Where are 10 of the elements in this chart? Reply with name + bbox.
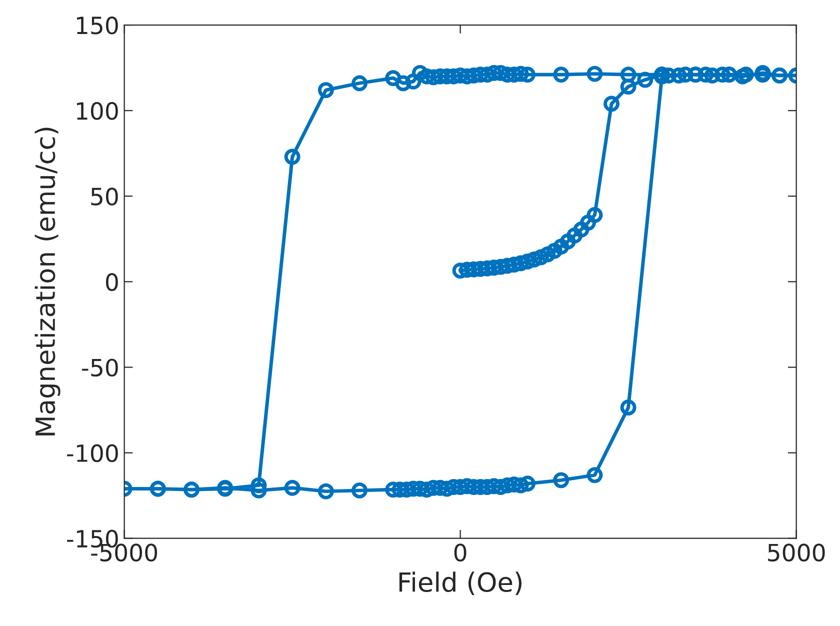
y-axis-title: Magnetization (emu/cc)	[34, 128, 60, 436]
y-tick-label: 100	[76, 102, 118, 120]
y-tick-label: 150	[76, 16, 118, 34]
x-tick-label: 0	[454, 544, 466, 562]
y-tick-label: -100	[67, 444, 118, 462]
x-tick-label: 5000	[768, 544, 825, 562]
y-tick-label: 0	[106, 273, 118, 292]
x-axis-title: Field (Oe)	[399, 572, 522, 596]
y-tick-label: 50	[91, 188, 118, 206]
y-tick-label: -50	[82, 358, 118, 377]
